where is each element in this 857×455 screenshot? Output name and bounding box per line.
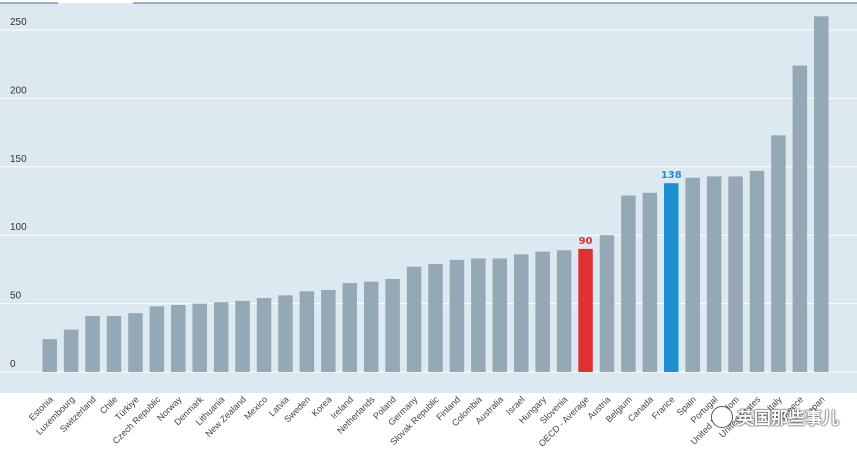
y-tick-label: 150 — [10, 154, 27, 165]
bar — [171, 304, 186, 372]
y-tick-label: 100 — [10, 222, 27, 233]
bar — [192, 303, 207, 372]
bar — [42, 339, 57, 372]
bar-value-label: 138 — [661, 170, 682, 181]
bar — [256, 298, 272, 372]
bar — [235, 300, 250, 372]
bar — [278, 295, 293, 372]
bar — [556, 250, 572, 372]
bar — [664, 183, 679, 372]
y-tick-label: 50 — [10, 291, 22, 302]
bar — [749, 170, 765, 372]
bar — [771, 135, 786, 372]
bar — [428, 263, 443, 372]
bar — [449, 259, 465, 372]
bar — [106, 315, 122, 372]
bar — [621, 195, 636, 372]
bar — [578, 248, 593, 372]
bar — [128, 313, 143, 372]
bar — [814, 16, 829, 372]
bar — [321, 289, 336, 372]
x-tick-label: France — [650, 394, 677, 421]
bar — [299, 291, 315, 372]
bar — [385, 278, 400, 372]
bar-value-label: 90 — [579, 236, 593, 247]
bar — [363, 281, 379, 372]
bar — [513, 254, 529, 372]
watermark-text: 英国那些事儿 — [737, 409, 839, 429]
bar — [492, 258, 508, 372]
y-tick-label: 200 — [10, 85, 27, 96]
bar — [685, 177, 700, 372]
bar — [471, 258, 486, 372]
bar — [792, 65, 808, 373]
bar — [213, 302, 229, 372]
bar — [63, 329, 79, 372]
bar — [642, 192, 658, 372]
bar — [406, 266, 422, 372]
bar — [728, 176, 743, 372]
y-tick-label: 0 — [10, 359, 16, 370]
bar — [149, 306, 165, 372]
bar — [85, 315, 100, 372]
y-tick-label: 250 — [10, 17, 27, 28]
bar — [342, 283, 358, 372]
bar — [535, 251, 550, 372]
bar — [599, 235, 615, 372]
watermark: 英国那些事儿 — [711, 404, 839, 429]
top-strip — [0, 0, 857, 3]
wechat-icon — [711, 405, 733, 428]
bar — [706, 176, 722, 372]
x-tick-label: Mexico — [242, 394, 269, 421]
